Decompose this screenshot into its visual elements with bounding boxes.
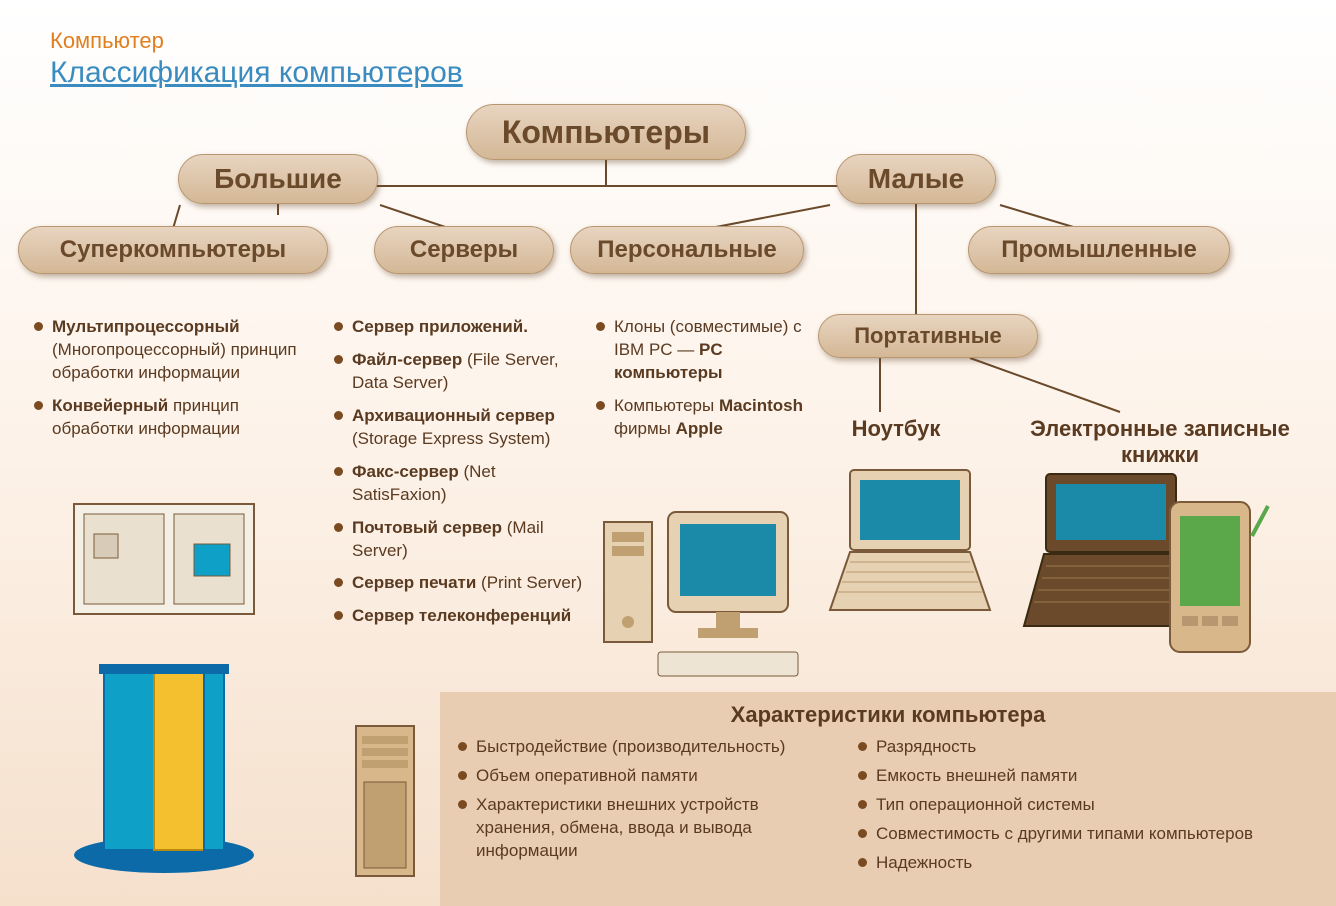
page-title: Классификация компьютеров <box>50 56 463 90</box>
list-item: Сервер печати (Print Server) <box>334 572 584 595</box>
list-item: Тип операционной системы <box>858 794 1258 817</box>
characteristics-col2: Разрядность Емкость внешней памяти Тип опе… <box>858 736 1258 881</box>
list-item: Файл-сервер (File Server, Data Server) <box>334 349 584 395</box>
list-item: Компьютеры Macintosh фирмы Apple <box>596 395 806 441</box>
list-item: Архивационный сервер (Storage Express Sy… <box>334 405 584 451</box>
list-item: Объем оперативной памяти <box>458 765 818 788</box>
illus-notebook <box>820 460 1000 620</box>
illus-mainframe <box>64 484 264 634</box>
illus-desktop-pc <box>598 492 808 682</box>
node-portable: Портативные <box>818 314 1038 358</box>
list-item: Сервер телеконференций <box>334 605 584 628</box>
illus-supercomputer <box>64 650 264 880</box>
list-personal: Клоны (совместимые) с IBM PC — PC компью… <box>596 316 806 451</box>
node-personal: Персональные <box>570 226 804 274</box>
node-label: Большие <box>214 163 342 195</box>
characteristics-col1: Быстродействие (производительность) Объем… <box>458 736 818 881</box>
node-label: Суперкомпьютеры <box>60 236 286 264</box>
node-super: Суперкомпьютеры <box>18 226 328 274</box>
illus-pda <box>1160 496 1270 666</box>
leaf-notebook: Ноутбук <box>836 416 956 442</box>
list-item: Совместимость с другими типами компьютер… <box>858 823 1258 846</box>
node-label: Малые <box>868 163 965 195</box>
node-root: Компьютеры <box>466 104 746 160</box>
list-item: Почтовый сервер (Mail Server) <box>334 517 584 563</box>
breadcrumb: Компьютер <box>50 28 164 54</box>
node-label: Серверы <box>410 236 518 264</box>
node-small: Малые <box>836 154 996 204</box>
node-label: Портативные <box>854 323 1002 349</box>
node-label: Компьютеры <box>502 114 710 151</box>
list-item: Емкость внешней памяти <box>858 765 1258 788</box>
characteristics-box: Характеристики компьютера Быстродействие… <box>440 692 1336 906</box>
illus-server-tower <box>350 722 420 882</box>
list-servers: Сервер приложений. Файл-сервер (File Serv… <box>334 316 584 638</box>
list-item: Мультипроцессорный (Многопроцессорный) п… <box>34 316 324 385</box>
list-super: Мультипроцессорный (Многопроцессорный) п… <box>34 316 324 451</box>
characteristics-title: Характеристики компьютера <box>458 702 1318 728</box>
list-item: Конвейерный принцип обработки информации <box>34 395 324 441</box>
node-servers: Серверы <box>374 226 554 274</box>
leaf-ebooks: Электронные записные книжки <box>1010 416 1310 468</box>
list-item: Характеристики внешних устройств хранени… <box>458 794 818 863</box>
node-label: Персональные <box>597 236 776 264</box>
node-big: Большие <box>178 154 378 204</box>
node-industrial: Промышленные <box>968 226 1230 274</box>
list-item: Сервер приложений. <box>334 316 584 339</box>
list-item: Надежность <box>858 852 1258 875</box>
list-item: Факс-сервер (Net SatisFaxion) <box>334 461 584 507</box>
node-label: Промышленные <box>1001 236 1197 264</box>
list-item: Быстродействие (производительность) <box>458 736 818 759</box>
list-item: Разрядность <box>858 736 1258 759</box>
list-item: Клоны (совместимые) с IBM PC — PC компью… <box>596 316 806 385</box>
